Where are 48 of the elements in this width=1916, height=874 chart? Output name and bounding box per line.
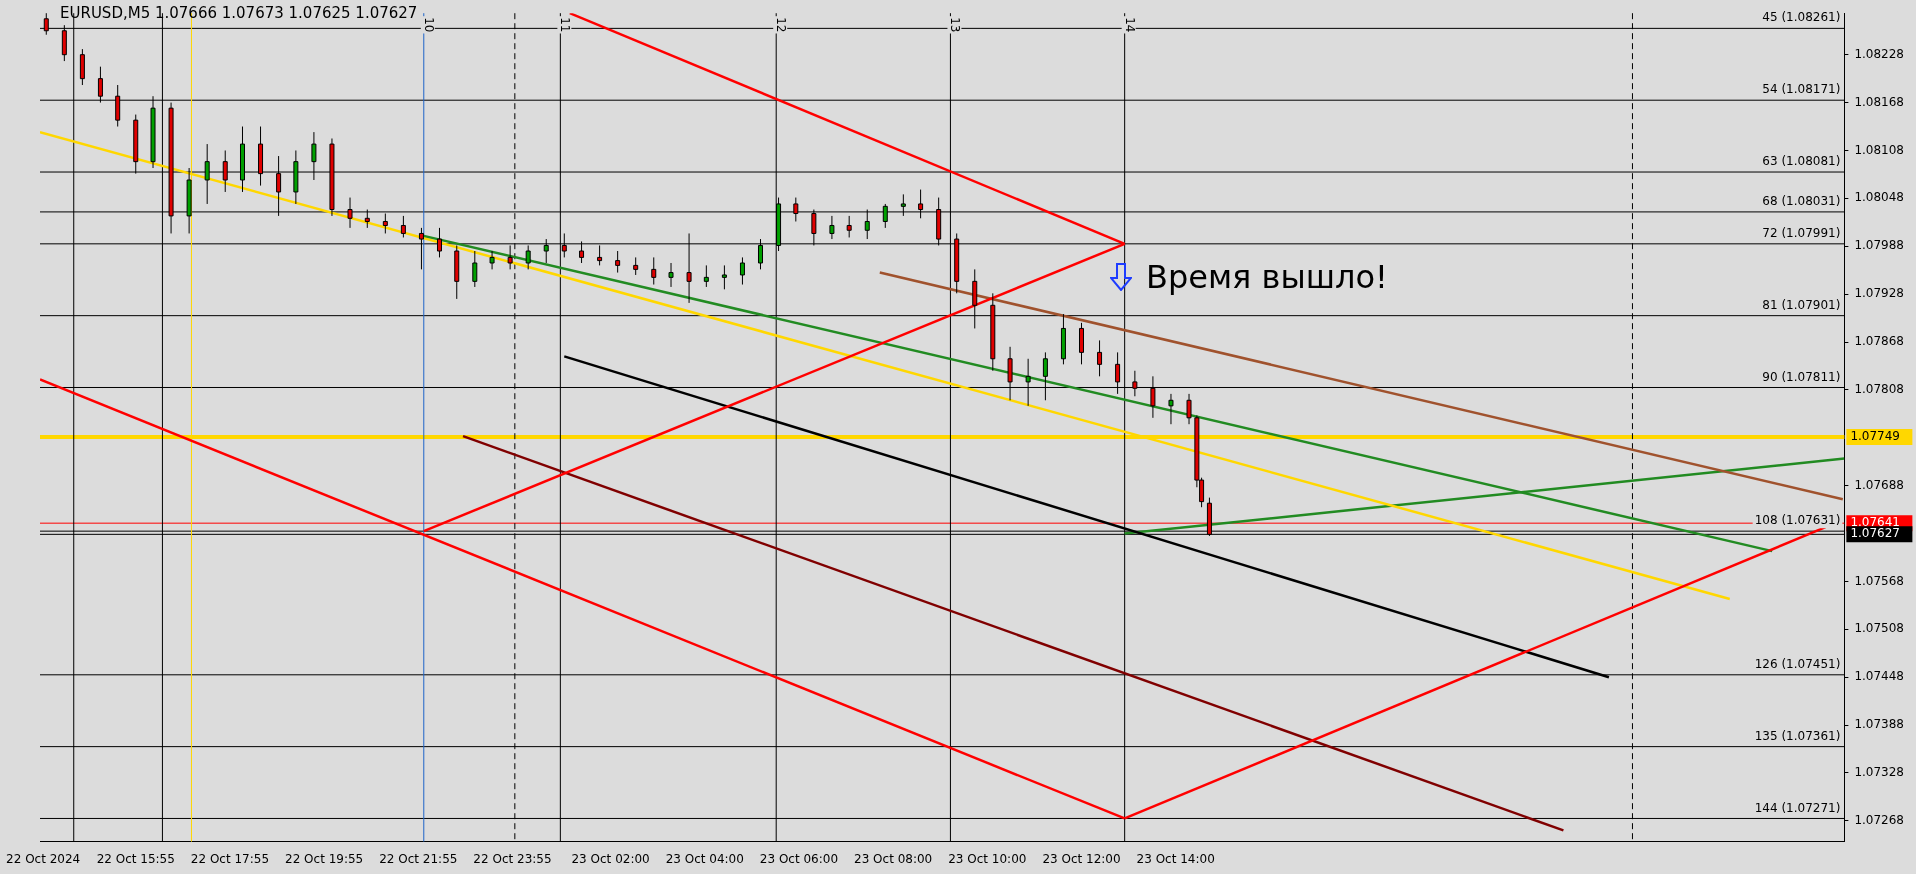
ref-line-label: 10 bbox=[421, 17, 436, 33]
chart-title: EURUSD,M5 1.07666 1.07673 1.07625 1.07627 bbox=[60, 4, 418, 22]
x-tick-label: 22 Oct 17:55 bbox=[190, 851, 270, 866]
y-tick-label: 1.07928 bbox=[1854, 286, 1904, 301]
y-tick-label: 1.07388 bbox=[1854, 717, 1904, 732]
ref-line-label: 72 (1.07991) bbox=[1762, 225, 1841, 240]
x-tick-label: 22 Oct 21:55 bbox=[379, 851, 458, 866]
y-tick-label: 1.07988 bbox=[1854, 238, 1904, 253]
x-tick-label: 23 Oct 12:00 bbox=[1042, 851, 1121, 866]
ref-line-label: 1.07749 bbox=[1850, 429, 1900, 444]
ref-line-label: 90 (1.07811) bbox=[1762, 369, 1841, 384]
y-tick-label: 1.07268 bbox=[1854, 812, 1904, 827]
y-tick-label: 1.07508 bbox=[1854, 621, 1904, 636]
x-tick-label: 23 Oct 08:00 bbox=[854, 851, 933, 866]
ref-line-label: 108 (1.07631) bbox=[1754, 513, 1841, 528]
y-tick-label: 1.07448 bbox=[1854, 669, 1904, 684]
ref-line-label: 12 bbox=[774, 17, 789, 33]
annotation: Время вышло! bbox=[1146, 258, 1388, 296]
ref-line-label: 13 bbox=[948, 17, 963, 33]
y-tick-label: 1.08168 bbox=[1854, 94, 1904, 109]
y-tick-label: 1.07688 bbox=[1854, 477, 1904, 492]
y-tick-label: 1.08048 bbox=[1854, 190, 1904, 205]
ref-line-label: 11 bbox=[558, 17, 573, 33]
y-tick-label: 1.08228 bbox=[1854, 46, 1904, 61]
ref-line-label: 45 (1.08261) bbox=[1762, 10, 1841, 25]
ref-line-label: 68 (1.08031) bbox=[1762, 194, 1841, 209]
x-tick-label: 23 Oct 04:00 bbox=[665, 851, 744, 866]
x-tick-label: 23 Oct 14:00 bbox=[1136, 851, 1215, 866]
y-tick-label: 1.07568 bbox=[1854, 573, 1904, 588]
x-tick-label: 23 Oct 10:00 bbox=[948, 851, 1027, 866]
x-tick-label: 22 Oct 23:55 bbox=[473, 851, 552, 866]
x-tick-label: 22 Oct 2024 bbox=[6, 851, 81, 866]
y-tick-label: 1.07328 bbox=[1854, 765, 1904, 780]
ref-line-label: 54 (1.08171) bbox=[1762, 82, 1841, 97]
y-tick-label: 1.07808 bbox=[1854, 382, 1904, 397]
ref-line-label: 144 (1.07271) bbox=[1754, 800, 1841, 815]
ref-line-label: 81 (1.07901) bbox=[1762, 297, 1841, 312]
y-tick-label: 1.08108 bbox=[1854, 142, 1904, 157]
y-tick-label: 1.07868 bbox=[1854, 334, 1904, 349]
ref-line-label: 135 (1.07361) bbox=[1754, 728, 1841, 743]
x-tick-label: 22 Oct 15:55 bbox=[96, 851, 175, 866]
ref-line-label: 1.07627 bbox=[1850, 526, 1900, 541]
x-tick-label: 22 Oct 19:55 bbox=[285, 851, 364, 866]
x-tick-label: 23 Oct 06:00 bbox=[759, 851, 839, 866]
ref-line-label: 14 bbox=[1122, 17, 1137, 33]
ref-line-label: 63 (1.08081) bbox=[1762, 154, 1841, 169]
x-tick-label: 23 Oct 02:00 bbox=[571, 851, 650, 866]
ref-line-label: 126 (1.07451) bbox=[1754, 656, 1841, 671]
